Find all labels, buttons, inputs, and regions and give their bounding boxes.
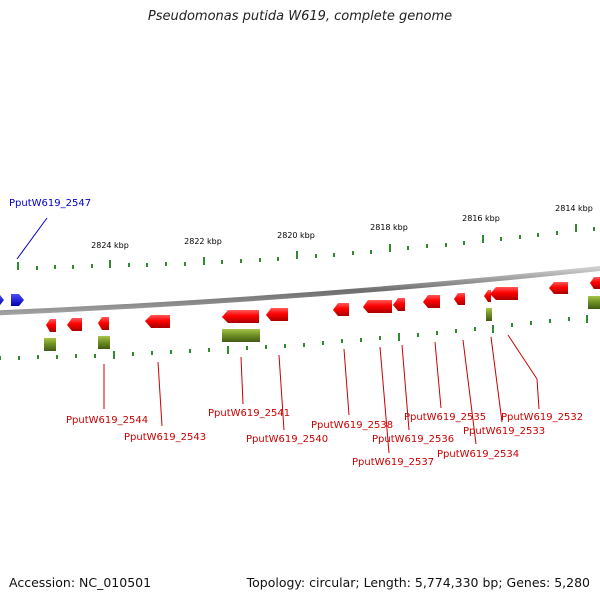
leader-line-2533 xyxy=(490,336,503,423)
gene-label-2541[interactable]: PputW619_2541 xyxy=(208,408,290,419)
gene-feature-red-edge-1[interactable] xyxy=(549,282,568,294)
gene-label-2533[interactable]: PputW619_2533 xyxy=(463,426,545,437)
gene-feature-2532b[interactable] xyxy=(490,287,518,300)
gene-label-2540[interactable]: PputW619_2540 xyxy=(246,434,328,445)
cds-feature[interactable] xyxy=(222,329,260,342)
topology-footer: Topology: circular; Length: 5,774,330 bp… xyxy=(246,575,590,590)
gene-feature-blue[interactable] xyxy=(11,294,24,306)
scale-label: 2824 kbp xyxy=(91,241,129,250)
gene-label-2543[interactable]: PputW619_2543 xyxy=(124,432,206,443)
gene-feature-2540[interactable] xyxy=(222,310,259,323)
upper-tick-ring xyxy=(17,224,595,270)
gene-label-2544[interactable]: PputW619_2544 xyxy=(66,415,148,426)
leader-line-2537 xyxy=(379,346,390,454)
gene-label-2532[interactable]: PputW619_2532 xyxy=(501,412,583,423)
gene-label-2534[interactable]: PputW619_2534 xyxy=(437,449,519,460)
scale-label: 2820 kbp xyxy=(277,231,315,240)
gene-feature-2536[interactable] xyxy=(363,300,392,313)
gene-feature-2534[interactable] xyxy=(423,295,440,308)
leader-line-2535 xyxy=(434,341,442,409)
gene-feature-2535[interactable] xyxy=(393,298,405,311)
scale-labels: 2824 kbp 2822 kbp 2820 kbp 2818 kbp 2816… xyxy=(91,204,593,250)
gene-feature-2538[interactable] xyxy=(266,308,288,321)
gene-feature-red-edge-2[interactable] xyxy=(590,277,600,289)
scale-label: 2816 kbp xyxy=(462,214,500,223)
gene-feature-2533[interactable] xyxy=(454,293,465,305)
gene-feature-2543a[interactable] xyxy=(67,318,82,331)
leader-line-2547 xyxy=(16,217,48,260)
blue-gene-features xyxy=(0,294,24,306)
cds-feature[interactable] xyxy=(588,296,600,309)
map-title: Pseudomonas putida W619, complete genome xyxy=(147,9,453,24)
lower-tick-ring xyxy=(0,315,588,360)
accession-footer: Accession: NC_010501 xyxy=(9,575,152,590)
cds-features xyxy=(44,296,600,351)
gene-label-2535[interactable]: PputW619_2535 xyxy=(404,412,486,423)
scale-label: 2814 kbp xyxy=(555,204,593,213)
gene-feature-2543b[interactable] xyxy=(98,317,109,330)
cds-feature[interactable] xyxy=(486,308,492,321)
scale-label: 2818 kbp xyxy=(370,223,408,232)
gene-feature-2541[interactable] xyxy=(145,315,170,328)
gene-label-2537[interactable]: PputW619_2537 xyxy=(352,457,434,468)
cds-feature[interactable] xyxy=(98,336,110,349)
gene-label-2547[interactable]: PputW619_2547 xyxy=(9,198,91,209)
red-gene-features xyxy=(46,277,600,332)
gene-feature-blue[interactable] xyxy=(0,295,4,305)
leader-line-2534 xyxy=(462,339,477,445)
leader-line-2536 xyxy=(401,344,410,431)
leader-line-2541 xyxy=(240,356,244,405)
gene-feature-2544[interactable] xyxy=(46,319,56,332)
gene-labels: PputW619_2547 PputW619_2544 PputW619_254… xyxy=(9,198,583,468)
gene-feature-2532a[interactable] xyxy=(484,290,491,302)
label-leader-lines xyxy=(16,217,540,454)
gene-label-2538[interactable]: PputW619_2538 xyxy=(311,420,393,431)
genome-backbone xyxy=(0,266,600,316)
gene-label-2536[interactable]: PputW619_2536 xyxy=(372,434,454,445)
leader-line-2532-vert xyxy=(536,378,540,410)
gene-feature-2537[interactable] xyxy=(333,303,349,316)
leader-line-2532 xyxy=(507,334,538,380)
cds-feature[interactable] xyxy=(44,338,56,351)
leader-line-2543 xyxy=(157,361,163,427)
leader-line-2540 xyxy=(278,354,285,431)
leader-line-2538 xyxy=(343,348,350,416)
scale-label: 2822 kbp xyxy=(184,237,222,246)
